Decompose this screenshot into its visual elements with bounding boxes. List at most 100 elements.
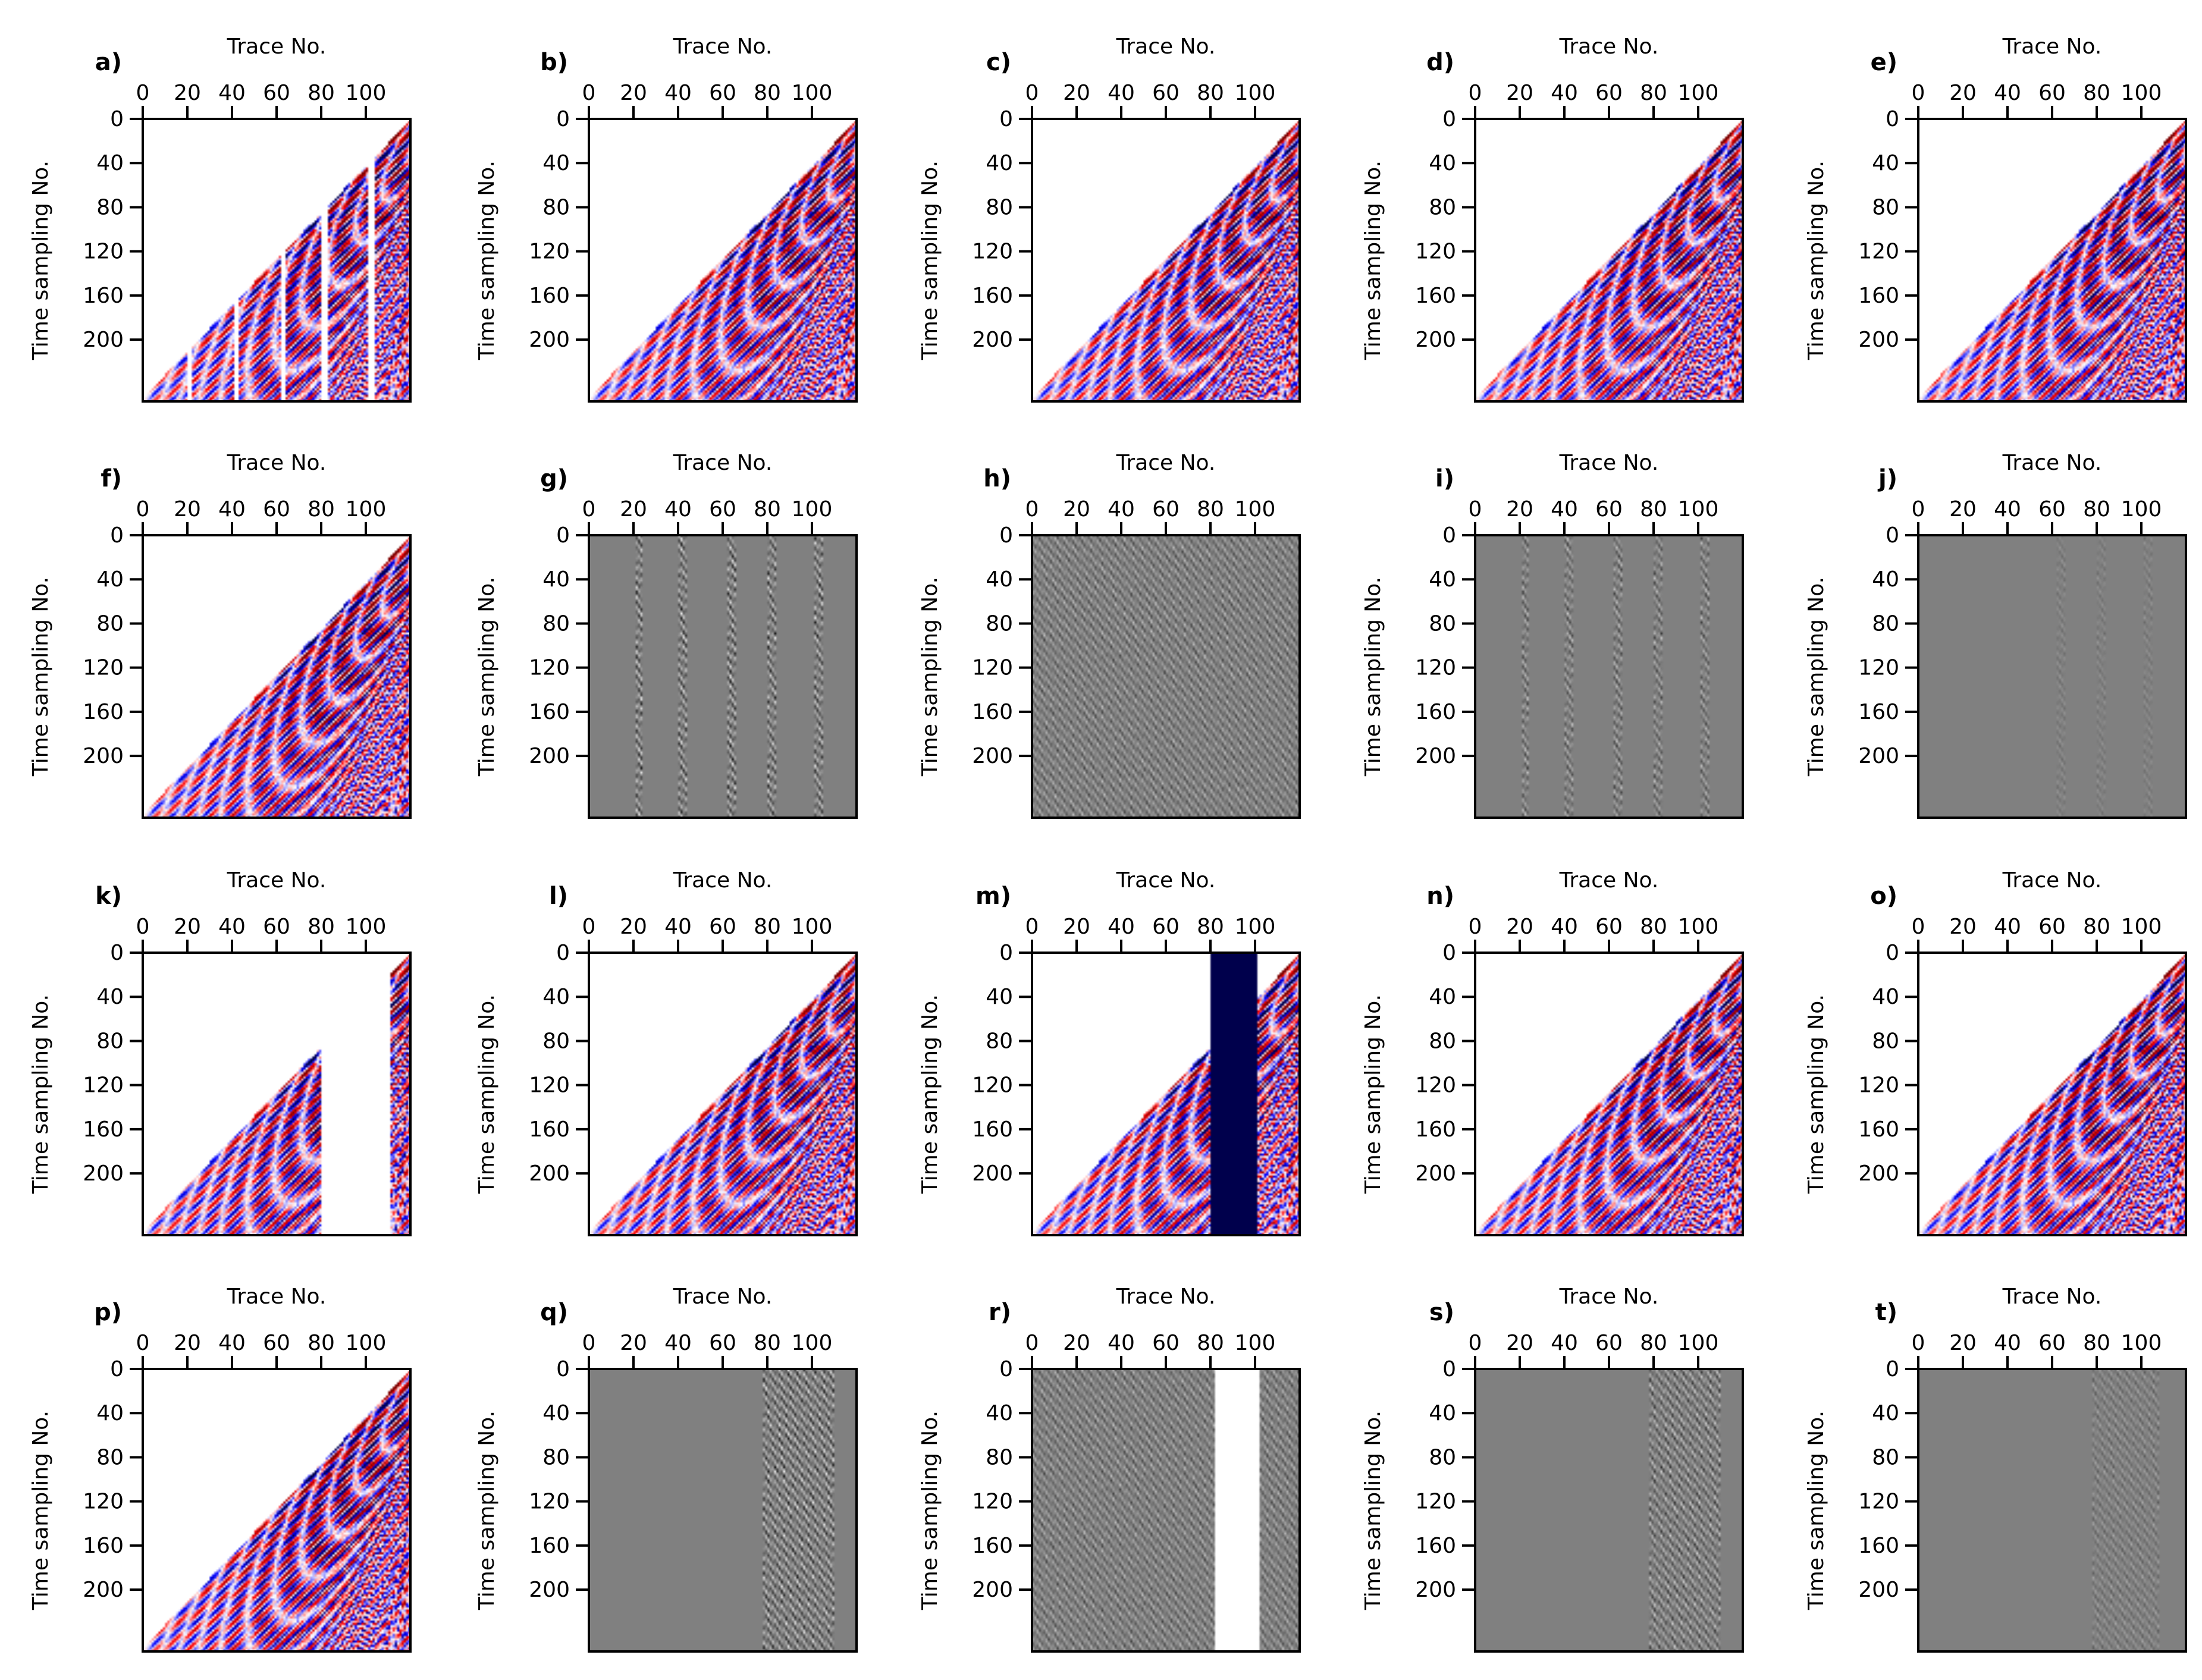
x-tick-label: 60 (1152, 915, 1180, 939)
x-tick-label: 40 (218, 497, 246, 522)
x-tick-label: 0 (582, 1331, 596, 1355)
y-axis-label: Time sampling No. (1804, 577, 1828, 777)
x-tick-label: 40 (1994, 81, 2021, 105)
x-tick-label: 0 (1025, 915, 1039, 939)
panel-label: d) (1426, 49, 1454, 76)
x-tick-label: 0 (1912, 81, 1925, 105)
x-tick-label: 0 (582, 915, 596, 939)
panel-label: j) (1877, 465, 1897, 492)
x-axis-label: Trace No. (673, 34, 773, 59)
y-tick-label: 0 (1442, 107, 1456, 131)
y-tick-label: 80 (542, 1029, 570, 1053)
x-tick-label: 100 (792, 915, 833, 939)
y-tick-label: 0 (999, 941, 1013, 965)
heatmap-image (1918, 1369, 2186, 1651)
y-tick-label: 80 (542, 611, 570, 636)
y-axis-label: Time sampling No. (1804, 161, 1828, 360)
y-tick-label: 0 (556, 107, 570, 131)
y-tick-label: 40 (542, 151, 570, 175)
y-tick-label: 160 (1858, 1534, 1899, 1558)
y-tick-label: 200 (1858, 744, 1899, 768)
panel-label: s) (1429, 1299, 1454, 1326)
x-tick-label: 80 (308, 81, 335, 105)
panel-q: 0 20 40 60 80 100 Trace No. 0 40 80 120 160 200 Time … (475, 1285, 858, 1653)
x-tick-label: 0 (1025, 81, 1039, 105)
x-tick-label: 60 (1152, 497, 1180, 522)
y-tick-label: 160 (529, 284, 570, 308)
x-tick-label: 20 (174, 81, 201, 105)
y-tick-label: 200 (83, 744, 124, 768)
x-tick-label: 100 (1235, 497, 1276, 522)
panel-d: 0 20 40 60 80 100 Trace No. 0 40 80 120 160 200 Time … (1361, 34, 1744, 403)
y-tick-label: 80 (986, 1029, 1013, 1053)
y-tick-label: 80 (96, 1029, 124, 1053)
y-tick-label: 160 (529, 700, 570, 724)
x-tick-label: 100 (1235, 1331, 1276, 1355)
y-tick-label: 80 (96, 1445, 124, 1469)
x-tick-label: 80 (2083, 497, 2110, 522)
y-tick-label: 40 (986, 151, 1013, 175)
y-tick-label: 160 (83, 1117, 124, 1142)
y-tick-label: 120 (972, 656, 1013, 680)
y-tick-label: 80 (1872, 1445, 1899, 1469)
x-tick-label: 40 (1994, 915, 2021, 939)
x-tick-label: 80 (1197, 1331, 1224, 1355)
x-tick-label: 40 (1551, 1331, 1578, 1355)
x-axis-label: Trace No. (1116, 1285, 1216, 1309)
x-tick-label: 100 (1678, 497, 1719, 522)
panel-b: 0 20 40 60 80 100 Trace No. 0 40 80 120 160 200 Time … (475, 34, 858, 403)
x-tick-label: 0 (1912, 497, 1925, 522)
y-tick-label: 160 (83, 284, 124, 308)
y-tick-label: 200 (972, 1161, 1013, 1186)
x-tick-label: 20 (1506, 1331, 1533, 1355)
y-tick-label: 0 (556, 523, 570, 548)
panel-label: a) (95, 49, 122, 76)
y-tick-label: 0 (1886, 1357, 1899, 1381)
y-tick-label: 160 (972, 700, 1013, 724)
panel-g: 0 20 40 60 80 100 Trace No. 0 40 80 120 160 200 Time … (475, 451, 858, 819)
y-tick-label: 80 (1872, 1029, 1899, 1053)
y-tick-label: 120 (1415, 656, 1456, 680)
x-tick-label: 80 (1640, 81, 1667, 105)
y-tick-label: 120 (1858, 240, 1899, 264)
x-tick-label: 20 (620, 1331, 647, 1355)
y-axis-label: Time sampling No. (29, 577, 53, 777)
x-tick-label: 60 (2038, 497, 2066, 522)
y-tick-label: 40 (1872, 1401, 1899, 1425)
heatmap-image (589, 1369, 857, 1651)
y-tick-label: 40 (986, 985, 1013, 1009)
heatmap-image (143, 535, 410, 818)
x-tick-label: 80 (1640, 497, 1667, 522)
x-tick-label: 0 (1025, 497, 1039, 522)
x-tick-label: 20 (1949, 81, 1977, 105)
y-tick-label: 200 (1858, 328, 1899, 352)
x-tick-label: 80 (1197, 81, 1224, 105)
x-tick-label: 0 (136, 81, 150, 105)
y-tick-label: 200 (1415, 1578, 1456, 1602)
y-tick-label: 120 (83, 656, 124, 680)
y-tick-label: 160 (1858, 1117, 1899, 1142)
y-tick-label: 120 (1415, 1073, 1456, 1098)
y-tick-label: 0 (1442, 941, 1456, 965)
y-tick-label: 40 (96, 151, 124, 175)
heatmap-image (1475, 953, 1743, 1235)
y-axis-label: Time sampling No. (29, 994, 53, 1194)
x-tick-label: 20 (1949, 1331, 1977, 1355)
panel-label: h) (983, 465, 1011, 492)
y-tick-label: 120 (529, 656, 570, 680)
x-tick-label: 80 (1640, 1331, 1667, 1355)
y-tick-label: 80 (1872, 195, 1899, 219)
y-tick-label: 40 (96, 985, 124, 1009)
x-tick-label: 20 (1506, 915, 1533, 939)
y-tick-label: 40 (1872, 151, 1899, 175)
x-axis-label: Trace No. (1116, 868, 1216, 893)
x-axis-label: Trace No. (2002, 1285, 2102, 1309)
y-tick-label: 120 (1858, 1490, 1899, 1514)
x-tick-label: 40 (218, 1331, 246, 1355)
panel-f: 0 20 40 60 80 100 Trace No. 0 40 80 120 160 200 Time … (29, 451, 412, 819)
x-tick-label: 60 (2038, 915, 2066, 939)
x-tick-label: 0 (136, 915, 150, 939)
y-tick-label: 0 (1886, 523, 1899, 548)
y-tick-label: 120 (529, 1490, 570, 1514)
